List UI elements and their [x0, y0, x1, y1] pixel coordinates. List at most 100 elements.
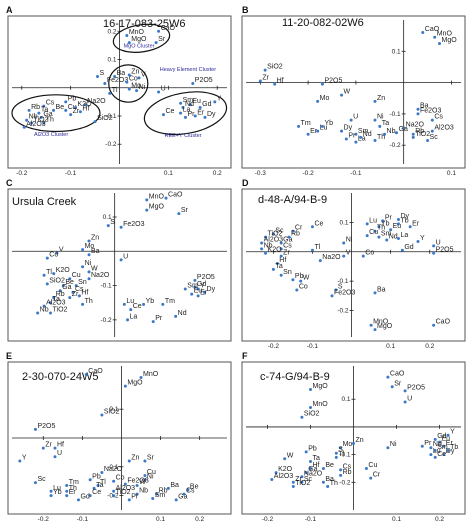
point-label: Ni: [85, 260, 92, 267]
data-point: [342, 254, 346, 258]
data-point: [263, 68, 267, 72]
point-label: Pb: [92, 473, 101, 480]
point-label: Er: [200, 289, 208, 296]
panel-letter: B: [242, 5, 249, 15]
point-label: Zn: [377, 95, 385, 102]
point-label: Al2O3: [26, 121, 46, 128]
point-label: Ta: [53, 296, 61, 303]
data-point: [361, 254, 365, 258]
data-point: [81, 302, 85, 306]
data-point: [25, 118, 29, 122]
data-point: [126, 318, 130, 322]
point-label: Cr: [373, 472, 381, 479]
data-point: [316, 99, 320, 103]
data-point: [125, 80, 129, 84]
y-tick-label: -0.1: [339, 452, 351, 459]
point-label: La: [358, 136, 366, 143]
x-tick-label: -0.2: [303, 170, 315, 177]
data-point: [88, 494, 92, 498]
data-point: [260, 241, 264, 245]
data-point: [33, 481, 37, 485]
data-point: [420, 444, 424, 448]
point-label: Sn: [78, 279, 87, 286]
point-label: Eu: [393, 223, 402, 230]
data-point: [432, 251, 436, 255]
point-label: Pr: [155, 315, 163, 322]
panel-frame: [241, 15, 466, 169]
point-label: Nd: [178, 310, 187, 317]
data-point: [369, 323, 373, 327]
data-point: [310, 225, 314, 229]
point-label: Cs: [343, 463, 352, 470]
point-label: K2O: [56, 267, 71, 274]
data-point: [373, 139, 377, 143]
data-point: [339, 446, 343, 450]
data-point: [416, 239, 420, 243]
data-point: [396, 237, 400, 241]
point-label: MgO: [149, 204, 165, 211]
data-point: [55, 251, 59, 255]
x-tick-label: 0.1: [392, 516, 401, 523]
data-point: [385, 238, 389, 242]
cluster-ellipse: [143, 91, 228, 136]
data-point: [42, 121, 46, 125]
data-point: [446, 448, 450, 452]
x-tick-label: 0.2: [213, 170, 222, 177]
point-label: Hf: [81, 289, 88, 296]
panel-title: Ursula Creek: [12, 196, 77, 208]
point-label: Be: [190, 483, 199, 490]
point-label: Nd: [389, 234, 398, 241]
point-label: Zn: [131, 455, 139, 462]
point-label: Fe2O3: [123, 221, 145, 228]
data-point: [378, 124, 382, 128]
point-label: Cs: [434, 114, 443, 121]
data-point: [77, 294, 81, 298]
point-label: Pb: [295, 273, 304, 280]
point-label: Hf: [277, 78, 284, 85]
point-label: U: [57, 450, 62, 457]
data-point: [143, 473, 147, 477]
point-label: Fe2O3: [334, 289, 356, 296]
point-label: Ga: [43, 111, 52, 118]
data-point: [411, 135, 415, 139]
data-point: [186, 488, 190, 492]
point-label: CaO: [436, 319, 451, 326]
point-label: Th: [377, 225, 385, 232]
cluster-label: Al2O3 Cluster: [34, 132, 68, 138]
point-label: CaO: [168, 192, 183, 199]
y-tick-label: -0.1: [389, 111, 401, 118]
point-label: Sr: [181, 207, 189, 214]
data-point: [157, 29, 161, 33]
point-label: Rb: [159, 488, 168, 495]
data-point: [365, 222, 369, 226]
data-point: [438, 41, 441, 45]
cluster-label: MgO Cluster: [124, 44, 155, 50]
data-point: [433, 437, 437, 441]
x-tick-label: -0.1: [350, 170, 362, 177]
data-point: [316, 129, 320, 133]
panel-b: B 0.1 -0.1 -0.2 -0.3 -0.2 -0.1 0.1 11-20-082-02W…: [241, 5, 466, 177]
data-point: [108, 91, 112, 95]
data-point: [291, 480, 295, 484]
y-tick-label: 0.1: [341, 396, 350, 403]
y-tick-label: -0.1: [105, 113, 117, 120]
data-point: [426, 139, 430, 143]
y-tick-label: -0.2: [337, 308, 349, 315]
data-point: [112, 479, 116, 483]
point-label: Al2O3: [116, 485, 136, 492]
point-label: Cs: [46, 100, 55, 107]
point-label: Gd: [80, 493, 89, 500]
panel-letter: E: [6, 351, 12, 361]
data-point: [53, 446, 57, 450]
point-label: K2O: [268, 247, 283, 254]
data-point: [309, 460, 312, 464]
data-point: [342, 241, 346, 245]
data-point: [432, 323, 436, 327]
point-label: Sm: [183, 97, 194, 104]
point-label: Hf: [279, 257, 286, 264]
data-point: [283, 457, 287, 461]
x-tick-label: 0.1: [386, 343, 395, 350]
y-tick-label: -0.2: [339, 479, 351, 486]
point-label: S: [338, 283, 343, 290]
point-label: Rb: [343, 469, 352, 476]
